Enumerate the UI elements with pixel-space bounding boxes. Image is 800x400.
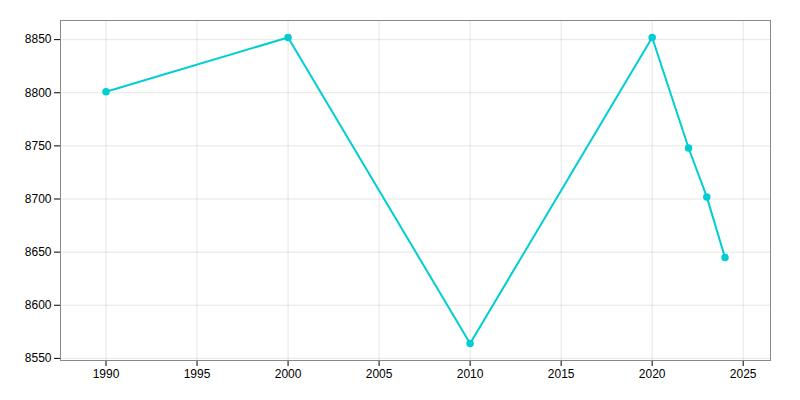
svg-text:8850: 8850 xyxy=(25,32,52,46)
svg-text:1990: 1990 xyxy=(93,367,120,381)
svg-text:2015: 2015 xyxy=(548,367,575,381)
svg-text:8750: 8750 xyxy=(25,139,52,153)
svg-text:8800: 8800 xyxy=(25,86,52,100)
svg-text:2000: 2000 xyxy=(275,367,302,381)
svg-text:8550: 8550 xyxy=(25,351,52,365)
svg-text:1995: 1995 xyxy=(184,367,211,381)
svg-text:8700: 8700 xyxy=(25,192,52,206)
svg-text:2005: 2005 xyxy=(366,367,393,381)
svg-text:2025: 2025 xyxy=(730,367,757,381)
svg-text:8650: 8650 xyxy=(25,245,52,259)
svg-text:2010: 2010 xyxy=(457,367,484,381)
svg-text:8600: 8600 xyxy=(25,298,52,312)
svg-text:2020: 2020 xyxy=(639,367,666,381)
